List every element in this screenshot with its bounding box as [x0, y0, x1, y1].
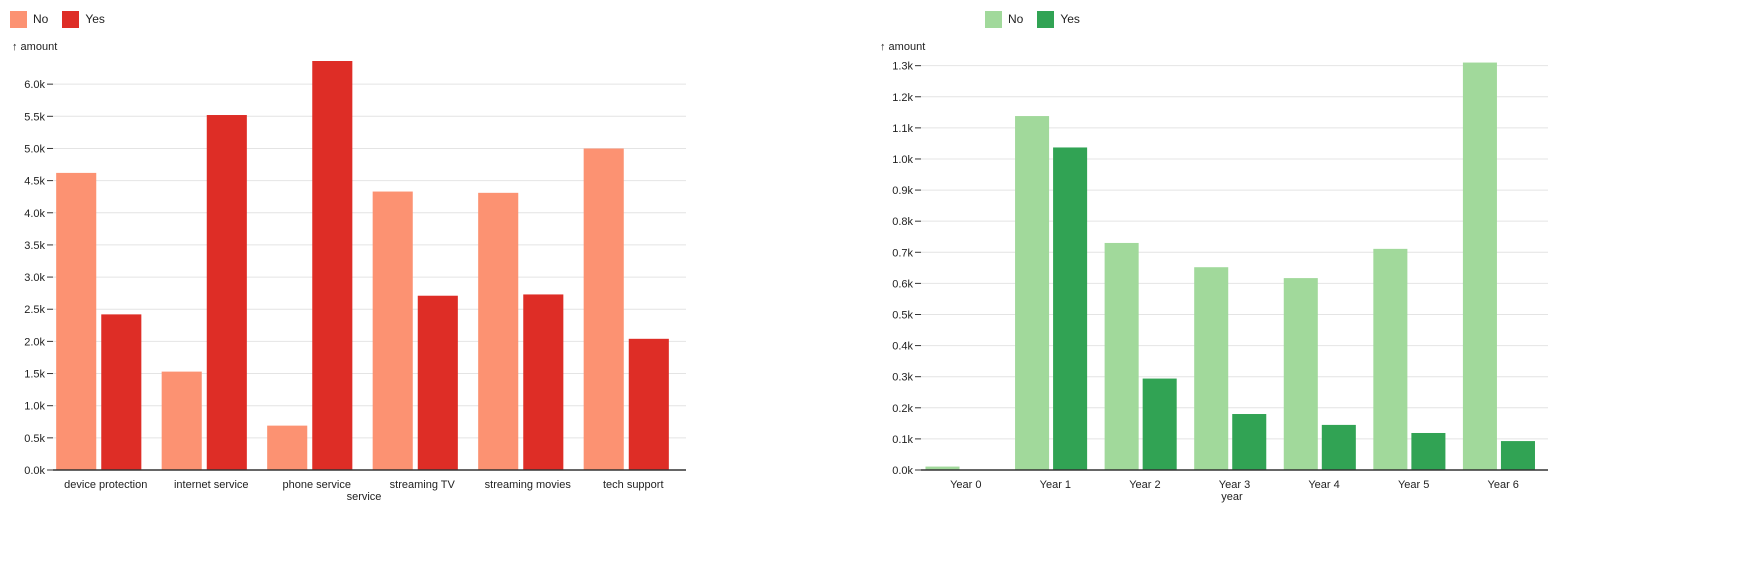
bar-yes-device-protection — [101, 314, 142, 470]
bar-yes-year-6 — [1500, 441, 1535, 470]
bar-yes-phone-service — [312, 61, 353, 470]
legend-item-yes: Yes — [1037, 10, 1080, 28]
bar-yes-year-3 — [1232, 414, 1267, 470]
bar-no-device-protection — [56, 172, 97, 470]
y-tick-label: 0.9k — [892, 185, 913, 197]
y-tick-label: 0.0k — [892, 465, 913, 477]
bar-yes-year-4 — [1321, 424, 1356, 470]
x-tick-label: internet service — [174, 479, 249, 491]
legend-swatch-no — [985, 10, 1002, 28]
legend: No Yes — [10, 9, 119, 29]
x-tick-label: streaming TV — [390, 479, 456, 491]
y-tick-label: 5.0k — [24, 143, 45, 155]
legend-label-no: No — [1008, 12, 1024, 26]
bar-chart-year: 0.0k 0.1k 0.2k 0.3k 0.4k 0.5k 0.6k 0.7k 0.8k 0.9k… — [880, 41, 1548, 503]
bar-yes-year-5 — [1411, 432, 1446, 470]
bar-no-tech-support — [583, 148, 624, 470]
bar-no-year-0 — [925, 466, 960, 470]
bar-no-year-1 — [1015, 116, 1050, 471]
y-tick-label: 3.0k — [24, 272, 45, 284]
legend: No Yes — [985, 9, 1094, 29]
x-tick-label: tech support — [603, 479, 664, 491]
y-tick-label: 4.5k — [24, 176, 45, 188]
legend-swatch-no — [10, 10, 27, 28]
y-tick-label: 0.3k — [892, 372, 913, 384]
bar-yes-year-2 — [1142, 378, 1177, 470]
y-tick-label: 0.6k — [892, 278, 913, 290]
y-tick-label: 1.1k — [892, 123, 913, 135]
y-tick-label: 2.0k — [24, 336, 45, 348]
y-axis-label: ↑ amount — [12, 41, 57, 53]
chart-panel-service: No Yes 0.0k 0.5k 1.0k 1.5k 2.0k 2.5k 3.0k 3.5k 4… — [0, 0, 780, 570]
y-tick-label: 4.0k — [24, 208, 45, 220]
legend-item-no: No — [985, 10, 1024, 28]
bar-yes-tech-support — [628, 338, 669, 470]
y-tick-label: 0.1k — [892, 434, 913, 446]
bar-no-year-4 — [1283, 278, 1318, 470]
y-tick-label: 1.0k — [892, 154, 913, 166]
x-tick-label: Year 1 — [1040, 479, 1071, 491]
legend-label-yes: Yes — [85, 12, 105, 26]
bar-yes-internet-service — [206, 115, 247, 471]
bar-no-streaming-movies — [478, 192, 519, 470]
y-tick-label: 1.3k — [892, 61, 913, 73]
bar-no-year-2 — [1104, 242, 1139, 470]
x-axis-label: year — [1221, 491, 1243, 503]
y-tick-label: 1.2k — [892, 92, 913, 104]
bar-no-year-6 — [1462, 62, 1497, 470]
y-tick-label: 5.5k — [24, 111, 45, 123]
x-tick-label: device protection — [64, 479, 147, 491]
y-axis-label: ↑ amount — [880, 41, 925, 53]
x-axis-label: service — [347, 491, 382, 503]
legend-label-no: No — [33, 12, 49, 26]
legend-item-yes: Yes — [62, 10, 105, 28]
y-tick-label: 0.4k — [892, 341, 913, 353]
legend-label-yes: Yes — [1060, 12, 1080, 26]
x-tick-label: Year 0 — [950, 479, 981, 491]
bar-yes-streaming-tv — [417, 295, 458, 470]
bar-no-year-3 — [1194, 267, 1229, 470]
legend-swatch-yes — [62, 10, 80, 28]
x-tick-label: Year 5 — [1398, 479, 1429, 491]
y-tick-label: 0.7k — [892, 247, 913, 259]
y-tick-label: 0.5k — [24, 433, 45, 445]
x-tick-label: Year 3 — [1219, 479, 1250, 491]
y-tick-label: 0.8k — [892, 216, 913, 228]
y-tick-label: 0.0k — [24, 465, 45, 477]
bar-yes-year-1 — [1053, 147, 1088, 470]
y-tick-label: 0.5k — [892, 309, 913, 321]
bar-no-phone-service — [267, 425, 308, 470]
bar-no-internet-service — [161, 371, 202, 470]
y-tick-label: 2.5k — [24, 304, 45, 316]
x-tick-label: phone service — [283, 479, 352, 491]
legend-item-no: No — [10, 10, 49, 28]
bar-chart-service: 0.0k 0.5k 1.0k 1.5k 2.0k 2.5k 3.0k 3.5k 4.0k 4.5k… — [12, 41, 686, 503]
y-tick-label: 6.0k — [24, 79, 45, 91]
legend-swatch-yes — [1037, 10, 1055, 28]
y-tick-label: 3.5k — [24, 240, 45, 252]
x-tick-label: Year 2 — [1129, 479, 1160, 491]
y-tick-label: 1.0k — [24, 401, 45, 413]
bar-no-streaming-tv — [372, 191, 413, 470]
y-tick-label: 0.2k — [892, 403, 913, 415]
chart-panel-year: No Yes 0.0k 0.1k 0.2k 0.3k 0.4k 0.5k 0.6k 0.7k 0… — [880, 0, 1748, 570]
y-tick-label: 1.5k — [24, 369, 45, 381]
bar-no-year-5 — [1373, 248, 1408, 470]
x-tick-label: Year 4 — [1308, 479, 1339, 491]
x-tick-label: streaming movies — [485, 479, 572, 491]
x-tick-label: Year 6 — [1488, 479, 1519, 491]
bar-yes-streaming-movies — [523, 294, 564, 470]
